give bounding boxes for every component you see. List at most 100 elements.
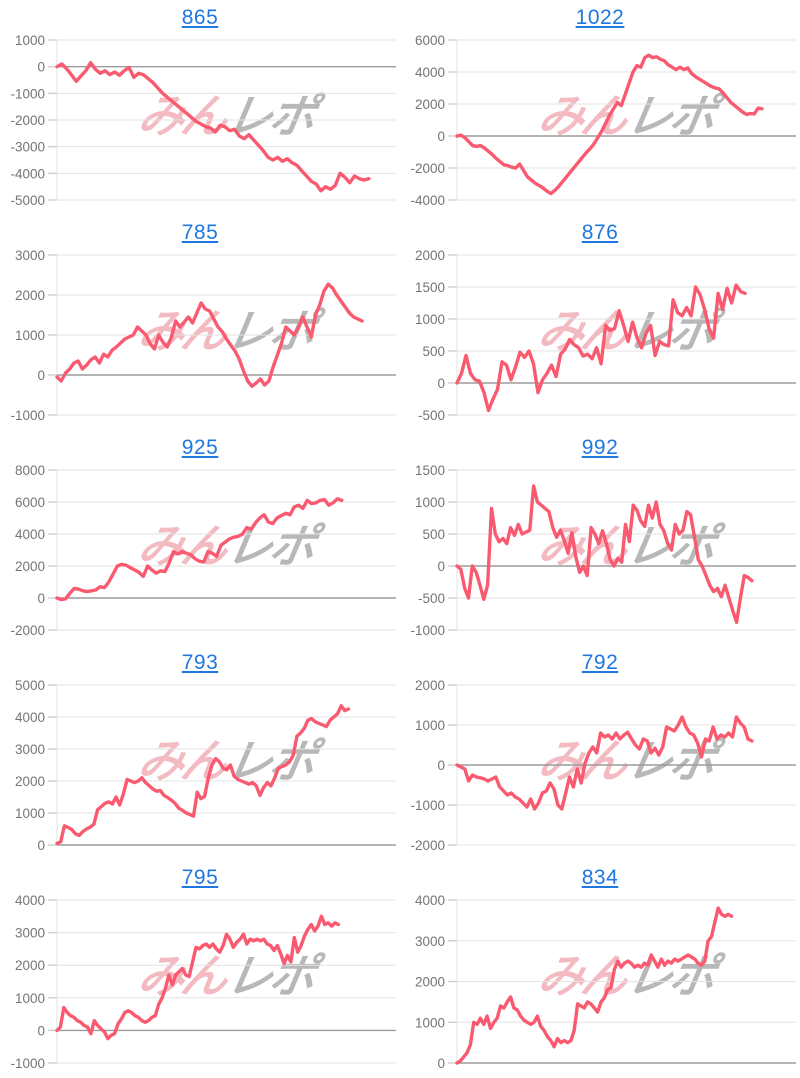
y-axis-tick-label: 4000 [415,893,445,908]
y-axis-tick-label: -1000 [410,623,445,638]
y-axis-tick-label: -1000 [410,798,445,813]
y-axis-tick-label: -2000 [10,623,45,638]
series-line [55,914,341,1041]
y-axis-tick-label: -500 [418,591,445,606]
line-chart-svg: 1000 0 -1000 -2000 -3000 -4000 -5000 [10,33,396,208]
line-chart-svg: 2000 1000 0 -1000 -2000 [410,678,796,853]
machine-chart-cell: 834 みん レポ 4000 3000 2000 1000 0 [400,860,800,1078]
y-axis-tick-label: 3000 [15,248,45,263]
y-axis-tick-label: 1000 [15,991,45,1006]
y-axis-tick-label: 3000 [15,742,45,757]
machine-chart-cell: 876 みん レポ 2000 1500 1000 500 0 -500 [400,215,800,430]
y-axis-tick-label: 3000 [15,926,45,941]
y-axis-tick-label: 0 [437,559,445,574]
series-line [455,715,754,811]
machine-chart-cell: 792 みん レポ 2000 1000 0 -1000 -2000 [400,645,800,860]
line-chart-svg: 4000 3000 2000 1000 0 -1000 [10,893,396,1071]
machine-number-link[interactable]: 876 [581,221,619,244]
y-axis-tick-label: -4000 [410,193,445,208]
y-axis-tick-label: 1500 [415,280,445,295]
y-axis-tick-label: 4000 [15,710,45,725]
y-axis-tick-label: -1000 [10,86,45,101]
y-axis-tick-label: 4000 [415,65,445,80]
y-axis-tick-label: -2000 [410,838,445,853]
machine-number-link[interactable]: 793 [181,651,219,674]
machine-chart-cell: 992 みん レポ 1500 1000 500 0 -500 -1000 [400,430,800,645]
y-axis-tick-label: 1000 [15,33,45,48]
y-axis-tick-label: 0 [37,838,45,853]
machine-number-link[interactable]: 834 [581,866,619,889]
y-axis-tick-label: 2000 [15,559,45,574]
series-line [455,53,764,196]
series-line [455,906,734,1065]
y-axis-tick-label: 2000 [15,958,45,973]
y-axis-tick-label: 500 [422,527,445,542]
y-axis-tick-label: 1000 [415,495,445,510]
y-axis-tick-label: 1000 [15,328,45,343]
y-axis-tick-label: 0 [437,129,445,144]
line-chart-svg: 6000 4000 2000 0 -2000 -4000 [410,33,796,208]
series-line [455,484,754,625]
machine-number-link[interactable]: 1022 [575,6,625,29]
chart-title: 876 [400,221,800,245]
y-axis-tick-label: -2000 [10,113,45,128]
machine-number-link[interactable]: 795 [181,866,219,889]
y-axis-tick-label: -500 [418,408,445,423]
y-axis-tick-label: -1000 [10,1056,45,1071]
machine-chart-cell: 865 みん レポ 1000 0 -1000 -2000 -3000 -4000 -5000 [0,0,400,215]
line-chart-svg: 4000 3000 2000 1000 0 [415,893,796,1071]
y-axis-tick-label: 1500 [415,463,445,478]
machine-chart-cell: 785 みん レポ 3000 2000 1000 0 -1000 [0,215,400,430]
chart-title: 834 [400,866,800,890]
chart-title: 925 [0,436,400,460]
y-axis-tick-label: -4000 [10,166,45,181]
line-chart-svg: 1500 1000 500 0 -500 -1000 [410,463,796,638]
y-axis-tick-label: 0 [437,758,445,773]
y-axis-tick-label: -3000 [10,140,45,155]
y-axis-tick-label: 6000 [15,495,45,510]
y-axis-tick-label: -1000 [10,408,45,423]
y-axis-tick-label: 4000 [15,527,45,542]
y-axis-tick-label: 8000 [15,463,45,478]
machine-chart-cell: 795 みん レポ 4000 3000 2000 1000 0 -1000 [0,860,400,1078]
line-chart-svg: 3000 2000 1000 0 -1000 [10,248,396,423]
y-axis-tick-label: 0 [437,1056,445,1071]
chart-title: 793 [0,651,400,675]
machine-chart-cell: 793 みん レポ 5000 4000 3000 2000 1000 0 [0,645,400,860]
chart-title: 792 [400,651,800,675]
line-chart-svg: 5000 4000 3000 2000 1000 0 [15,678,396,853]
machine-number-link[interactable]: 865 [181,6,219,29]
y-axis-tick-label: 2000 [415,975,445,990]
chart-title: 865 [0,6,400,30]
series-line [455,283,747,413]
y-axis-tick-label: 1000 [415,718,445,733]
y-axis-tick-label: 3000 [415,934,445,949]
chart-title: 992 [400,436,800,460]
y-axis-tick-label: 0 [37,1023,45,1038]
machine-number-link[interactable]: 785 [181,221,219,244]
line-chart-svg: 8000 6000 4000 2000 0 -2000 [10,463,396,638]
y-axis-tick-label: 2000 [15,774,45,789]
y-axis-tick-label: 1000 [15,806,45,821]
machine-chart-cell: 925 みん レポ 8000 6000 4000 2000 0 -2000 [0,430,400,645]
y-axis-tick-label: 4000 [15,893,45,908]
chart-title: 785 [0,221,400,245]
series-line [55,61,371,193]
y-axis-tick-label: 0 [37,368,45,383]
machine-chart-cell: 1022 みん レポ 6000 4000 2000 0 -2000 -4000 [400,0,800,215]
y-axis-tick-label: 5000 [15,678,45,693]
chart-title: 1022 [400,6,800,30]
series-line [55,704,351,846]
y-axis-tick-label: 2000 [415,97,445,112]
y-axis-tick-label: -5000 [10,193,45,208]
line-chart-svg: 2000 1500 1000 500 0 -500 [415,248,796,423]
series-line [55,282,364,388]
machine-number-link[interactable]: 792 [581,651,619,674]
machine-number-link[interactable]: 925 [181,436,219,459]
machine-number-link[interactable]: 992 [581,436,619,459]
y-axis-tick-label: 1000 [415,1015,445,1030]
y-axis-tick-label: 0 [37,60,45,75]
y-axis-tick-label: -2000 [410,161,445,176]
y-axis-tick-label: 2000 [415,248,445,263]
